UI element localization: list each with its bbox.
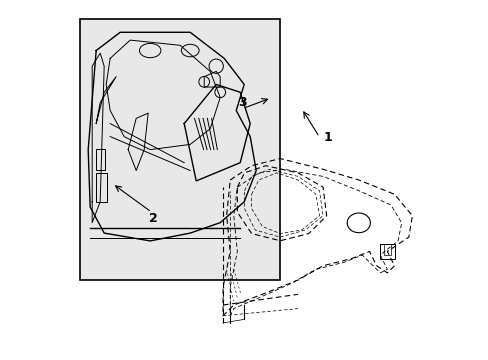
Bar: [96, 173, 107, 202]
Text: 2: 2: [149, 212, 158, 225]
Text: 1: 1: [323, 131, 331, 144]
Bar: [96, 149, 105, 171]
Text: 3: 3: [238, 95, 246, 109]
Bar: [80, 19, 280, 280]
